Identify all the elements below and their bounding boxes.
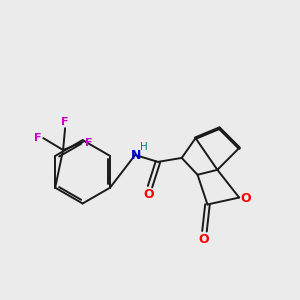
Text: F: F [34, 133, 41, 143]
Text: H: H [140, 142, 148, 152]
Text: O: O [198, 233, 209, 246]
Text: N: N [131, 149, 141, 162]
Text: F: F [85, 138, 93, 148]
Text: F: F [61, 117, 69, 127]
Text: O: O [241, 192, 251, 205]
Text: O: O [144, 188, 154, 201]
